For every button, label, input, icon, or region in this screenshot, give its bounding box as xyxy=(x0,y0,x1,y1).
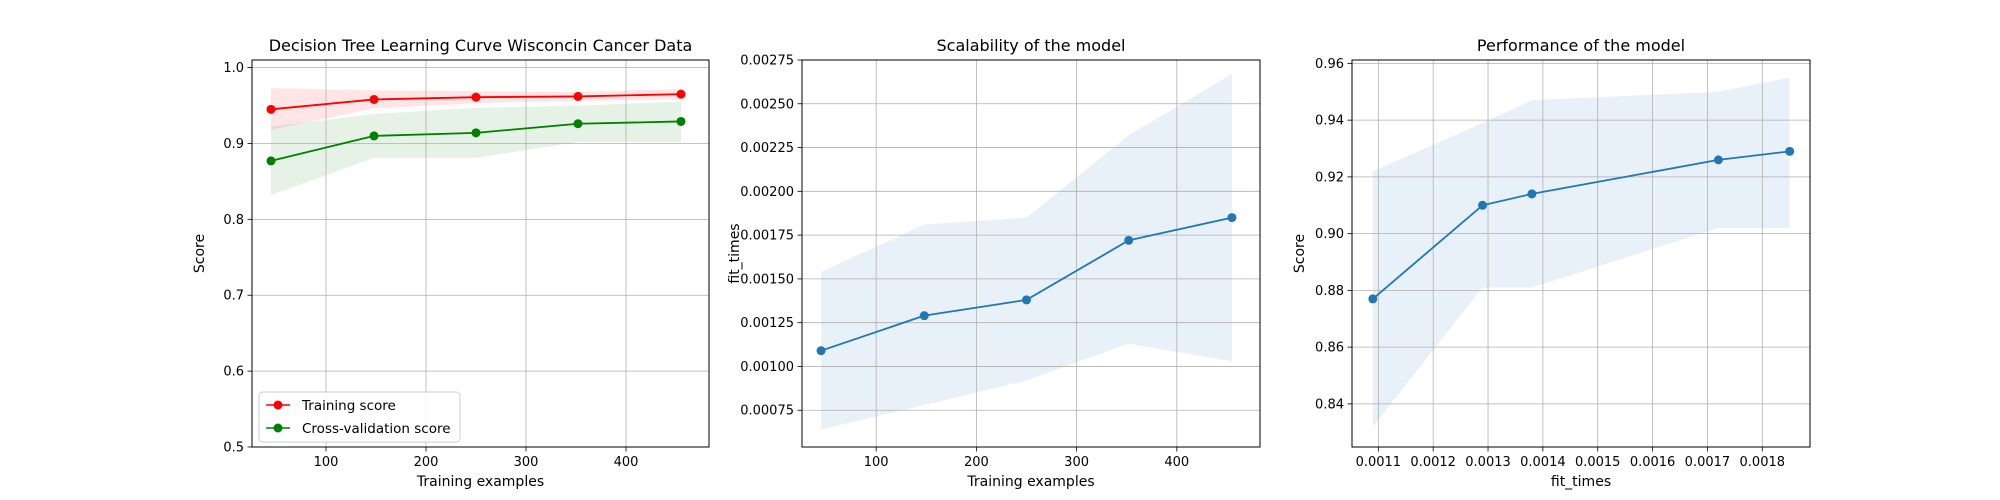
learning-curve-x-tick-label-1: 200 xyxy=(414,455,439,470)
performance-y-axis-label: Score xyxy=(1292,234,1308,273)
scalability-y-tick-label-2: 0.00125 xyxy=(740,316,794,331)
performance-x-tick-label-3: 0.0014 xyxy=(1520,455,1566,470)
scalability-series-0-point-0 xyxy=(816,346,826,356)
scalability-x-tick-label-1: 200 xyxy=(964,455,989,470)
learning-curve-title: Decision Tree Learning Curve Wisconcin C… xyxy=(269,36,693,55)
learning-curve-x-tick-label-3: 400 xyxy=(614,455,639,470)
scalability-y-tick-label-7: 0.00250 xyxy=(740,97,794,112)
learning-curve-series-0-point-2 xyxy=(471,92,481,102)
performance-x-tick-label-4: 0.0015 xyxy=(1575,455,1621,470)
performance-title: Performance of the model xyxy=(1477,36,1685,55)
learning-curve-series-1-point-2 xyxy=(471,128,481,138)
performance-x-axis-label: fit_times xyxy=(1551,474,1611,490)
learning-curve-x-tick-label-0: 100 xyxy=(314,455,339,470)
scalability-x-tick-label-3: 400 xyxy=(1164,455,1189,470)
scalability-title: Scalability of the model xyxy=(937,36,1126,55)
scalability-y-tick-label-4: 0.00175 xyxy=(740,229,794,244)
scalability-y-tick-label-1: 0.00100 xyxy=(740,360,794,375)
learning-curve-axes-frame xyxy=(251,59,710,448)
scalability-y-axis-label: fit_times xyxy=(727,223,743,283)
performance-series-0-point-4 xyxy=(1785,146,1795,156)
learning-curve-panel: 100 200 300 400 0.5 0.6 0.7 0.8 0.9 1.0 Decision … xyxy=(192,36,710,490)
legend-cv-label: Cross-validation score xyxy=(302,421,451,437)
scalability-x-axis-label: Training examples xyxy=(966,474,1094,490)
performance-x-tick-label-0: 0.0011 xyxy=(1356,455,1402,470)
performance-panel: 0.0011 0.0012 0.0013 0.0014 0.0015 0.0016 0.00… xyxy=(1292,36,1811,490)
learning-curve-series-0-point-3 xyxy=(573,91,583,101)
legend-cv-swatch-marker xyxy=(273,423,283,433)
scalability-series-0-point-2 xyxy=(1021,295,1031,305)
scalability-series-0-point-1 xyxy=(919,311,929,321)
learning-curve-y-tick-label-2: 0.7 xyxy=(223,289,244,304)
learning-curve-y-tick-label-3: 0.8 xyxy=(223,213,244,228)
scalability-y-tick-label-6: 0.00225 xyxy=(740,141,794,156)
scalability-x-tick-label-2: 300 xyxy=(1064,455,1089,470)
learning-curve-series-0-point-1 xyxy=(369,94,379,104)
performance-x-tick-label-2: 0.0013 xyxy=(1465,455,1511,470)
learning-curve-x-tick-label-2: 300 xyxy=(514,455,539,470)
performance-band-0 xyxy=(1372,77,1790,427)
learning-curve-y-axis-label: Score xyxy=(192,234,208,273)
performance-x-tick-label-1: 0.0012 xyxy=(1410,455,1456,470)
scalability-panel: 100 200 300 400 0.00075 0.00100 0.00125 0.00150… xyxy=(727,36,1261,490)
performance-x-tick-label-7: 0.0018 xyxy=(1740,455,1786,470)
performance-series-0-point-2 xyxy=(1527,189,1537,199)
learning-curve-y-tick-label-1: 0.6 xyxy=(223,365,244,380)
learning-curve-series-1-point-0 xyxy=(266,156,276,166)
learning-curve-y-tick-label-0: 0.5 xyxy=(223,441,244,456)
learning-curve-x-axis-label: Training examples xyxy=(416,474,544,490)
performance-y-tick-label-4: 0.92 xyxy=(1315,170,1344,185)
learning-curve-legend: Training score Cross-validation score xyxy=(258,391,461,443)
scalability-axes-frame xyxy=(801,59,1261,448)
performance-series-0-point-0 xyxy=(1368,294,1378,304)
scalability-y-tick-label-3: 0.00150 xyxy=(740,272,794,287)
scalability-y-tick-label-5: 0.00200 xyxy=(740,185,794,200)
performance-axes-frame xyxy=(1351,59,1811,448)
learning-curve-series-0-point-0 xyxy=(266,104,276,114)
performance-y-tick-label-3: 0.90 xyxy=(1315,227,1344,242)
legend-box xyxy=(258,391,461,443)
learning-curve-y-tick-label-5: 1.0 xyxy=(223,61,244,76)
legend-training-swatch-marker xyxy=(273,400,283,410)
scalability-series-0-point-4 xyxy=(1227,213,1237,223)
performance-y-tick-label-5: 0.94 xyxy=(1315,114,1344,129)
learning-curve-series-1-point-1 xyxy=(369,131,379,141)
performance-y-tick-label-2: 0.88 xyxy=(1315,284,1344,299)
performance-x-tick-label-6: 0.0017 xyxy=(1685,455,1731,470)
learning-curve-series-0-point-4 xyxy=(676,89,686,99)
performance-y-tick-label-6: 0.96 xyxy=(1315,57,1344,72)
performance-x-tick-label-5: 0.0016 xyxy=(1630,455,1676,470)
learning-curve-series-1-point-4 xyxy=(676,116,686,126)
legend-training-label: Training score xyxy=(301,398,396,414)
scalability-series-0-point-3 xyxy=(1124,235,1134,245)
scalability-y-tick-label-8: 0.00275 xyxy=(740,54,794,69)
performance-y-tick-label-1: 0.86 xyxy=(1315,341,1344,356)
scalability-band-0 xyxy=(821,74,1232,430)
learning-curve-series-1-point-3 xyxy=(573,119,583,129)
scalability-x-tick-label-0: 100 xyxy=(864,455,889,470)
performance-y-tick-label-0: 0.84 xyxy=(1315,397,1344,412)
learning-curve-y-tick-label-4: 0.9 xyxy=(223,137,244,152)
performance-series-0-point-1 xyxy=(1478,200,1488,210)
performance-series-0-point-3 xyxy=(1713,155,1723,165)
scalability-y-tick-label-0: 0.00075 xyxy=(740,404,794,419)
